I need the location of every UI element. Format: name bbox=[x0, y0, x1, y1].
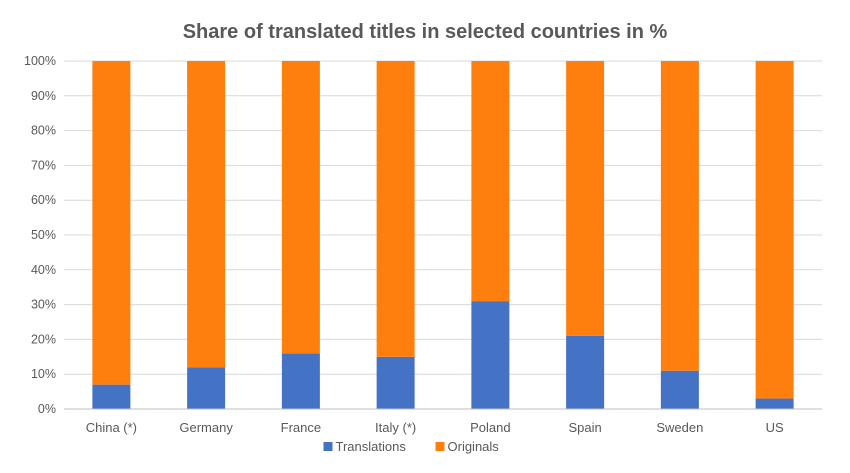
x-category-label: US bbox=[766, 420, 784, 435]
x-category-label: Poland bbox=[470, 420, 510, 435]
bar-segment-originals-3 bbox=[376, 61, 415, 357]
x-category-label: Sweden bbox=[656, 420, 703, 435]
bar-segment-translations-3 bbox=[376, 356, 415, 409]
bar-segment-translations-0 bbox=[92, 384, 131, 409]
bars-layer bbox=[92, 61, 794, 409]
y-axis: 0% 10% 20% 30% 40% 50% 60% 70% 80% 90% 100% bbox=[24, 54, 56, 416]
bar-segment-originals-5 bbox=[566, 61, 605, 336]
y-tick-label: 80% bbox=[31, 124, 56, 138]
y-tick-label: 100% bbox=[24, 54, 56, 68]
legend-swatch-originals bbox=[435, 442, 445, 451]
legend-label-originals: Originals bbox=[448, 439, 500, 454]
x-category-label: Italy (*) bbox=[375, 420, 416, 435]
bar-segment-originals-6 bbox=[660, 61, 699, 371]
y-tick-label: 30% bbox=[31, 298, 56, 312]
y-tick-label: 40% bbox=[31, 263, 56, 277]
bar-segment-translations-6 bbox=[660, 370, 699, 409]
bar-segment-translations-5 bbox=[566, 335, 605, 409]
x-category-label: Spain bbox=[569, 420, 602, 435]
bar-segment-originals-7 bbox=[755, 61, 794, 399]
bar-segment-translations-2 bbox=[281, 353, 320, 409]
x-axis: China (*) Germany France Italy (*) Poland Spa… bbox=[64, 408, 822, 435]
legend: Translations Originals bbox=[323, 439, 500, 454]
x-category-label: China (*) bbox=[86, 420, 137, 435]
y-tick-label: 90% bbox=[31, 89, 56, 103]
y-tick-label: 70% bbox=[31, 158, 56, 172]
bar-segment-originals-0 bbox=[92, 61, 131, 385]
bar-segment-translations-7 bbox=[755, 398, 794, 409]
legend-swatch-translations bbox=[323, 442, 333, 451]
bar-segment-translations-4 bbox=[471, 301, 510, 409]
x-category-label: France bbox=[281, 420, 321, 435]
y-tick-label: 60% bbox=[31, 193, 56, 207]
y-tick-label: 0% bbox=[38, 402, 56, 416]
bar-segment-originals-2 bbox=[281, 61, 320, 354]
y-tick-label: 20% bbox=[31, 332, 56, 346]
grid-layer bbox=[64, 60, 822, 375]
bar-segment-originals-1 bbox=[187, 61, 226, 368]
y-tick-label: 10% bbox=[31, 367, 56, 381]
y-tick-label: 50% bbox=[31, 228, 56, 242]
chart-title: Share of translated titles in selected c… bbox=[183, 21, 668, 43]
bar-segment-originals-4 bbox=[471, 61, 510, 302]
legend-label-translations: Translations bbox=[336, 439, 407, 454]
bar-segment-translations-1 bbox=[187, 367, 226, 409]
x-category-label: Germany bbox=[179, 420, 233, 435]
